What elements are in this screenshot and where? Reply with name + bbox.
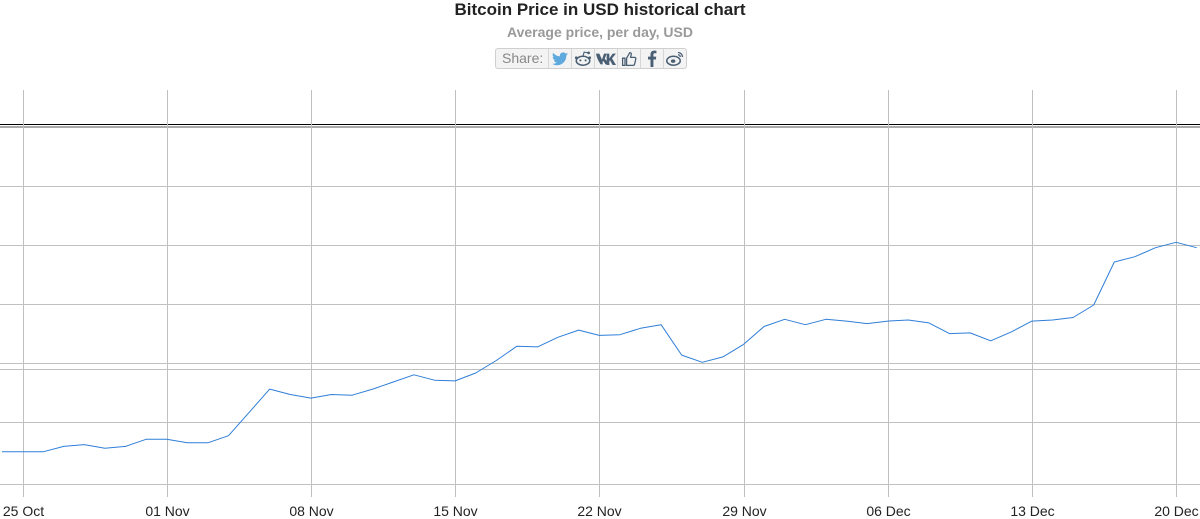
chart-grid bbox=[0, 90, 1200, 497]
twitter-share-button[interactable] bbox=[549, 49, 573, 68]
x-tick-label: 25 Oct bbox=[3, 503, 44, 519]
vk-icon bbox=[596, 53, 617, 65]
chart-title: Bitcoin Price in USD historical chart bbox=[454, 0, 746, 19]
share-bar: Share: bbox=[495, 48, 688, 69]
twitter-icon bbox=[552, 51, 569, 65]
reddit-share-button[interactable] bbox=[572, 49, 596, 68]
chart-subtitle: Average price, per day, USD bbox=[507, 24, 693, 40]
like-icon bbox=[622, 51, 637, 66]
x-tick-label: 15 Nov bbox=[433, 503, 477, 519]
x-tick-label: 06 Dec bbox=[866, 503, 910, 519]
x-tick-label: 20 Dec bbox=[1154, 503, 1198, 519]
share-label: Share: bbox=[496, 49, 550, 68]
price-line-series bbox=[1, 241, 1197, 453]
x-tick-label: 13 Dec bbox=[1010, 503, 1054, 519]
reddit-icon bbox=[575, 51, 592, 66]
x-tick-label: 29 Nov bbox=[722, 503, 766, 519]
x-tick-label: 22 Nov bbox=[577, 503, 621, 519]
x-tick-label: 08 Nov bbox=[289, 503, 333, 519]
x-tick-label: 01 Nov bbox=[145, 503, 189, 519]
vk-share-button[interactable] bbox=[595, 49, 619, 68]
x-axis-labels: 25 Oct 01 Nov 08 Nov 15 Nov 22 Nov 29 Nov 06 D… bbox=[3, 503, 1199, 519]
facebook-share-button[interactable] bbox=[641, 49, 665, 68]
facebook-icon bbox=[648, 50, 657, 67]
weibo-share-button[interactable] bbox=[664, 49, 686, 68]
weibo-icon bbox=[666, 51, 684, 66]
chart-series bbox=[1, 241, 1197, 453]
like-share-button[interactable] bbox=[618, 49, 642, 68]
